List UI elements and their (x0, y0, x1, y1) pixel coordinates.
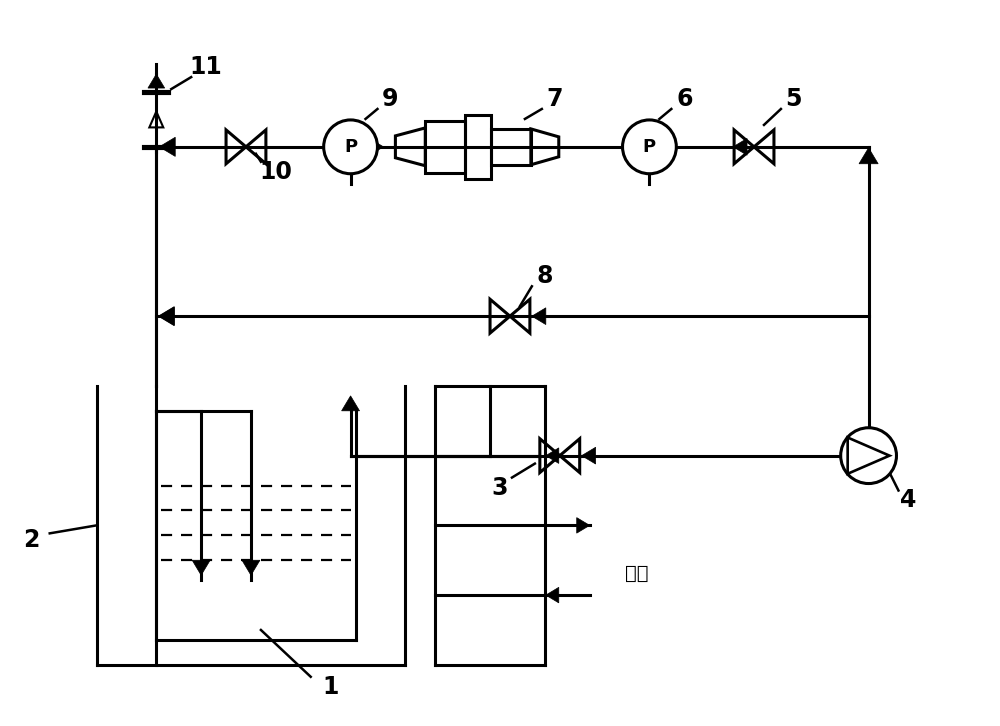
Text: 1: 1 (322, 674, 339, 698)
Text: 6: 6 (676, 87, 693, 111)
Text: P: P (344, 138, 357, 156)
Text: 8: 8 (537, 264, 553, 288)
Circle shape (623, 120, 676, 174)
Bar (425, 121, 465, 173)
Text: 2: 2 (24, 529, 40, 552)
Bar (465, 115, 491, 179)
Polygon shape (370, 139, 383, 155)
Polygon shape (242, 560, 260, 575)
Text: 11: 11 (190, 55, 223, 79)
Polygon shape (546, 448, 559, 463)
Polygon shape (148, 74, 165, 88)
Circle shape (841, 428, 896, 484)
Bar (491, 129, 531, 165)
Polygon shape (733, 139, 747, 155)
Polygon shape (582, 447, 596, 464)
Text: 3: 3 (492, 476, 508, 499)
Polygon shape (159, 137, 175, 156)
Text: 9: 9 (382, 87, 399, 111)
Polygon shape (859, 148, 878, 164)
Text: 10: 10 (259, 160, 292, 184)
Polygon shape (342, 396, 360, 411)
Polygon shape (192, 560, 210, 575)
Circle shape (324, 120, 377, 174)
Polygon shape (546, 587, 559, 603)
Polygon shape (159, 307, 174, 325)
Polygon shape (532, 308, 546, 325)
Polygon shape (158, 306, 174, 326)
Text: 4: 4 (900, 489, 917, 513)
Polygon shape (854, 446, 869, 464)
Polygon shape (577, 518, 590, 533)
Text: P: P (643, 138, 656, 156)
Text: 7: 7 (547, 87, 563, 111)
Text: 冷水: 冷水 (625, 563, 648, 583)
Text: 5: 5 (786, 87, 802, 111)
